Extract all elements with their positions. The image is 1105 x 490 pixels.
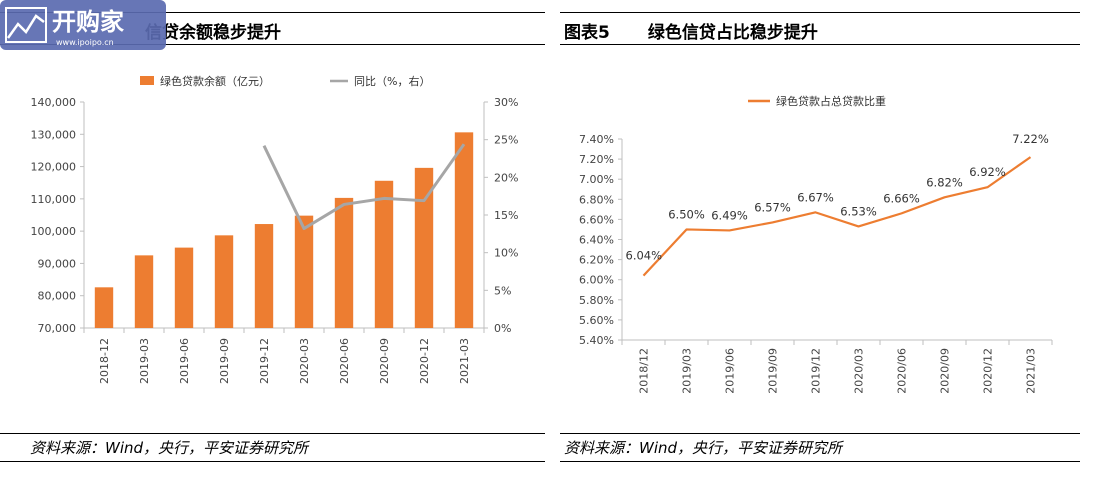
share-line-chart: 绿色贷款占总贷款比重 5.40% 5.60% 5.80% 6.00% 6.20% 6.40%… — [579, 94, 1053, 394]
x-tick-label: 2019-12 — [258, 338, 271, 384]
bar-balance — [254, 224, 274, 328]
y-tick-label: 5.60% — [579, 314, 614, 327]
balance-bar-chart: 绿色贷款余额（亿元） 同比（%，右） 70,000 80,000 90,000 100,0… — [31, 74, 519, 384]
line-yoy — [262, 143, 466, 231]
left-figure-title-text: 信贷余额稳步提升 — [145, 23, 281, 43]
x-tick-label: 2020-06 — [338, 338, 351, 384]
right-figure-number: 图表5 — [564, 23, 610, 43]
legend-label-share: 绿色贷款占总贷款比重 — [776, 94, 886, 108]
legend-label-yoy: 同比（%，右） — [354, 74, 430, 88]
data-label-share: 6.66% — [883, 191, 920, 205]
right-source-bottom-rule — [560, 461, 1080, 462]
data-label-share: 7.22% — [1012, 132, 1049, 146]
bar-balance — [414, 167, 434, 328]
y-tick-label-left: 90,000 — [38, 257, 77, 270]
data-label-share: 6.53% — [840, 204, 877, 218]
y-tick-label-right: 5% — [494, 284, 511, 297]
x-tick-label: 2020/09 — [939, 348, 952, 394]
x-tick-label: 2018-12 — [98, 338, 111, 384]
watermark-logo: 开购家 www.ipoipo.cn — [0, 0, 166, 50]
x-tick-label: 2019/03 — [681, 348, 694, 394]
x-tick-label: 2018/12 — [638, 348, 651, 394]
y-tick-label-right: 30% — [494, 96, 518, 109]
y-tick-label: 7.40% — [579, 133, 614, 146]
left-figure-title: 信贷余额稳步提升 — [145, 18, 281, 43]
right-source-note: 资料来源：Wind，央行，平安证券研究所 — [564, 439, 843, 457]
x-tick-label: 2019/12 — [810, 348, 823, 394]
x-tick-label: 2019-09 — [218, 338, 231, 384]
data-label-share: 6.57% — [754, 200, 791, 214]
y-tick-label-left: 110,000 — [31, 193, 77, 206]
line-share — [642, 156, 1032, 277]
watermark-text: 开购家 — [52, 8, 124, 36]
y-tick-label: 6.60% — [579, 213, 614, 226]
x-tick-label: 2021-03 — [458, 338, 471, 384]
y-tick-label-left: 130,000 — [31, 128, 77, 141]
x-tick-label: 2020/06 — [896, 348, 909, 394]
y-tick-label-right: 15% — [494, 209, 518, 222]
data-label-share: 6.50% — [668, 207, 705, 221]
right-figure-title-text: 绿色信贷占比稳步提升 — [647, 23, 818, 43]
right-figure-panel: 图表5 绿色信贷占比稳步提升 绿色贷款占总贷款比重 5.40% 5.60% 5.80% 6… — [560, 0, 1080, 490]
data-label-share: 6.82% — [926, 175, 963, 189]
watermark-trend-icon — [6, 14, 45, 39]
x-tick-label: 2019-06 — [178, 338, 191, 384]
x-tick-label: 2019/06 — [724, 348, 737, 394]
bar-balance — [174, 247, 194, 328]
y-tick-label: 5.40% — [579, 334, 614, 347]
x-tick-label: 2020-09 — [378, 338, 391, 384]
bar-balance — [294, 215, 314, 328]
y-tick-label-left: 70,000 — [38, 322, 77, 335]
source-bottom-rule — [0, 461, 545, 462]
x-tick-label: 2020-03 — [298, 338, 311, 384]
bar-balance — [214, 235, 234, 328]
title-bottom-rule — [0, 44, 545, 45]
bar-balance — [334, 197, 354, 328]
bar-balance — [374, 180, 394, 328]
y-tick-label-left: 100,000 — [31, 225, 77, 238]
bar-balance — [454, 132, 474, 328]
y-tick-label: 6.80% — [579, 193, 614, 206]
y-tick-label: 6.00% — [579, 274, 614, 287]
y-tick-label-right: 20% — [494, 171, 518, 184]
y-tick-label: 7.20% — [579, 153, 614, 166]
y-tick-label: 6.20% — [579, 254, 614, 267]
right-title-top-rule — [560, 12, 1080, 13]
bar-balance — [94, 287, 114, 328]
y-tick-label: 7.00% — [579, 173, 614, 186]
x-tick-label: 2020/03 — [853, 348, 866, 394]
y-tick-label-left: 140,000 — [31, 96, 77, 109]
watermark-url: www.ipoipo.cn — [56, 38, 114, 47]
legend-label-balance: 绿色贷款余额（亿元） — [160, 74, 270, 88]
watermark-chart-icon — [5, 7, 47, 43]
x-tick-label: 2019-03 — [138, 338, 151, 384]
data-label-share: 6.04% — [626, 249, 663, 263]
right-title-bottom-rule — [560, 44, 1080, 45]
x-tick-label: 2019/09 — [767, 348, 780, 394]
y-tick-label: 5.80% — [579, 294, 614, 307]
left-source-note: 资料来源：Wind，央行，平安证券研究所 — [30, 439, 309, 457]
source-top-rule — [0, 433, 545, 434]
data-label-share: 6.49% — [711, 208, 748, 222]
bar-balance — [134, 255, 154, 328]
data-label-share: 6.92% — [969, 165, 1006, 179]
title-top-rule — [0, 12, 545, 13]
y-tick-label: 6.40% — [579, 234, 614, 247]
right-figure-title: 图表5 绿色信贷占比稳步提升 — [564, 18, 818, 43]
x-tick-label: 2021/03 — [1025, 348, 1038, 394]
y-tick-label-right: 10% — [494, 247, 518, 260]
x-tick-label: 2020-12 — [418, 338, 431, 384]
x-tick-label: 2020/12 — [982, 348, 995, 394]
data-label-share: 6.67% — [797, 190, 834, 204]
legend-swatch-balance — [140, 76, 154, 85]
y-tick-label-right: 25% — [494, 134, 518, 147]
right-source-top-rule — [560, 433, 1080, 434]
y-tick-label-left: 120,000 — [31, 161, 77, 174]
y-tick-label-right: 0% — [494, 322, 511, 335]
y-tick-label-left: 80,000 — [38, 290, 77, 303]
left-figure-panel: 信贷余额稳步提升 绿色贷款余额（亿元） 同比（%，右） 70,000 80,000 90… — [0, 0, 545, 490]
